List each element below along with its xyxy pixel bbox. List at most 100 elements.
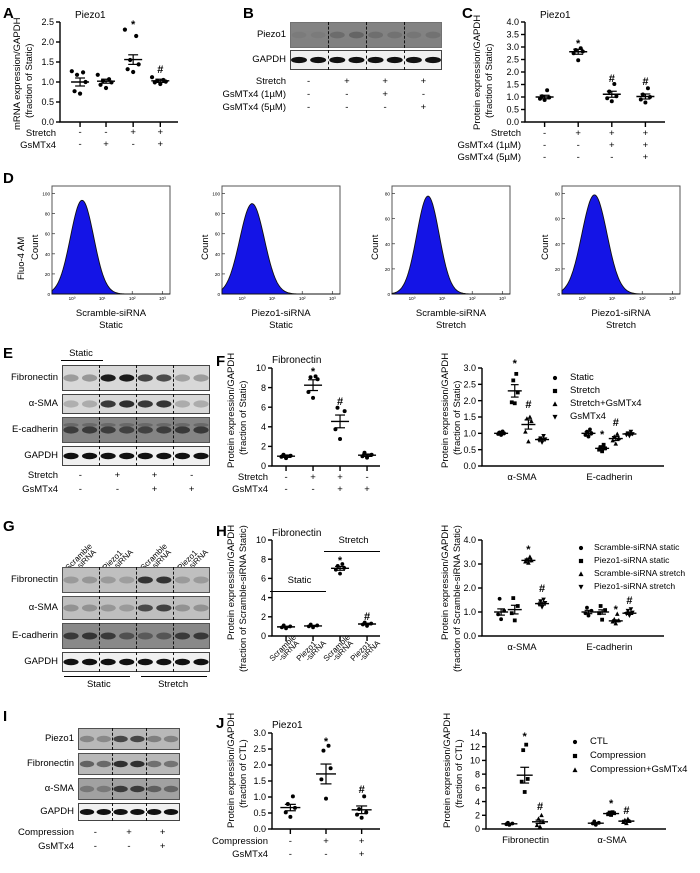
panel-letter-f: F <box>216 353 226 370</box>
panel-h-left-ylabel-2: (fraction of Scramble-siRNA Static) <box>238 525 249 672</box>
svg-text:10³: 10³ <box>329 296 336 301</box>
data-point <box>585 605 589 610</box>
panel-e-row-1-value-0: - <box>78 484 82 495</box>
panel-j-left-row-0-value-0: - <box>288 836 292 847</box>
panel-f-right-plot: 0.0 0.5 1.0 1.5 2.0 2.5 3.0 <box>463 363 664 471</box>
y-tick-label: 8 <box>261 554 266 564</box>
panel-f-left-row-label-0: Stretch <box>237 472 268 483</box>
panel-f-left-row-1-value-2: + <box>337 484 343 495</box>
panel-i-row-0-value-2: + <box>159 827 166 838</box>
panel-f-legend-label-1: Stretch <box>570 385 601 396</box>
svg-text:80: 80 <box>385 192 391 197</box>
panel-j-right-significance-1: # <box>536 801 544 814</box>
panel-d-outer-ylabel: Fluo-4 AM <box>16 236 27 280</box>
data-point <box>539 440 545 445</box>
y-tick-label: 4 <box>261 593 266 603</box>
panel-h-right-xcat-0: α-SMA <box>507 642 537 653</box>
panel-g-lane-divider <box>173 623 175 649</box>
data-point <box>612 82 617 86</box>
panel-j-left-row-1-value-2: + <box>358 849 365 860</box>
y-tick-label: 0.5 <box>506 105 519 115</box>
panel-h-legend-label-1: Piezo1-siRNA static <box>594 555 670 565</box>
data-point <box>125 67 130 72</box>
panel-i-bands-2 <box>78 778 180 800</box>
data-point <box>499 617 504 622</box>
panel-e-row-0-value-3: - <box>190 470 194 481</box>
panel-g-lane-divider <box>98 596 100 620</box>
y-tick-label: 10 <box>256 363 266 373</box>
data-point <box>527 554 533 559</box>
panel-d-label-line1-2: Scramble-siRNA <box>415 308 487 319</box>
data-point <box>572 739 578 745</box>
panel-e-row-label-1: GsMTx4 <box>22 484 58 495</box>
data-point <box>628 429 634 435</box>
panel-g-lane-divider <box>136 567 137 593</box>
panel-g-lane-divider <box>98 567 100 593</box>
panel-i-blot-label-0: Piezo1 <box>44 733 74 744</box>
panel-f-right-xcat-1: E-cadherin <box>586 472 633 483</box>
panel-g-blot-label-1: α-SMA <box>28 602 58 613</box>
panel-j-left-significance-2: # <box>358 783 365 796</box>
data-point <box>522 790 527 794</box>
panel-j-legend-marker-1 <box>572 753 578 759</box>
svg-text:10²: 10² <box>639 296 646 301</box>
panel-f-legend-label-3: GsMTx4 <box>570 411 606 422</box>
panel-j-left-title: Piezo1 <box>272 720 303 731</box>
panel-f-legend-marker-2 <box>552 401 558 407</box>
svg-text:10¹: 10¹ <box>99 296 106 301</box>
panel-g-blot-label-2: E-cadherin <box>12 630 58 641</box>
panel-c-row-1-value-1: - <box>576 140 580 151</box>
y-tick-label: 2.5 <box>506 55 519 65</box>
panel-i-row-1-value-2: + <box>159 841 166 852</box>
panel-j-left-row-label-0: Compression <box>212 836 268 847</box>
panel-f-left-significance-2: # <box>336 396 344 409</box>
panel-d-count-label-3: Count <box>540 234 551 260</box>
panel-b-row-2-value-1: - <box>345 102 349 113</box>
data-point <box>359 815 364 820</box>
panel-i-lane-divider <box>145 803 147 821</box>
data-point <box>288 814 293 819</box>
svg-text:0.0: 0.0 <box>463 631 476 641</box>
data-point <box>149 75 155 80</box>
panel-d-label-line1-3: Piezo1-siRNA <box>591 308 651 319</box>
panel-b-row-label-2: GsMTx4 (5µM) <box>222 102 286 113</box>
panel-c-row-1-value-0: - <box>543 140 547 151</box>
panel-j-left-row-0-value-1: + <box>323 836 329 847</box>
y-tick-label: 0 <box>261 631 266 641</box>
panel-h-right-significance-3: # <box>626 594 633 607</box>
panel-b-row-label-0: Stretch <box>255 76 286 87</box>
y-tick-label: 0.0 <box>506 117 519 127</box>
panel-f-legend-marker-1 <box>552 388 558 394</box>
svg-text:10²: 10² <box>469 296 476 301</box>
panel-i-blot-3 <box>78 803 180 821</box>
data-point <box>572 767 578 773</box>
svg-text:0: 0 <box>217 292 220 297</box>
y-tick-label: 3.0 <box>506 42 519 52</box>
panel-e-row-1-value-2: + <box>151 484 158 495</box>
panel-j-left-plot: 0.0 0.5 1.0 1.5 2.0 2.5 3.0 <box>253 728 380 834</box>
svg-text:80: 80 <box>45 212 51 217</box>
svg-text:0: 0 <box>557 292 560 297</box>
panel-a-row2-value-2: - <box>131 139 135 150</box>
panel-letter-i: I <box>3 708 8 725</box>
panel-b-row-2-value-2: - <box>383 102 387 113</box>
panel-i-row-0-value-1: + <box>126 827 132 838</box>
panel-c-row-0-value-3: + <box>642 128 649 139</box>
svg-text:20: 20 <box>385 267 391 272</box>
data-point <box>538 599 543 604</box>
panel-j-left-ylabel-2: (fraction of CTL) <box>238 739 249 808</box>
panel-f-right-significance-0: * <box>512 357 517 370</box>
panel-letter-b: B <box>243 5 254 22</box>
panel-e-header: Static <box>69 348 93 359</box>
panel-i-blot-label-2: α-SMA <box>44 783 74 794</box>
panel-f-left-row-1-value-0: - <box>284 484 288 495</box>
panel-f-right-significance-3: # <box>612 417 619 430</box>
panel-g-static-underline <box>64 676 130 677</box>
data-point <box>586 434 591 439</box>
panel-f-left-row-0-value-0: - <box>284 472 288 483</box>
panel-j-left-ylabel-1: Protein expression/GAPDH <box>226 712 237 828</box>
svg-text:10⁰: 10⁰ <box>69 296 76 301</box>
panel-g-bottom-label-1: Stretch <box>158 679 189 690</box>
panel-f-right-ylabel-2: (fraction of Static) <box>452 380 463 455</box>
